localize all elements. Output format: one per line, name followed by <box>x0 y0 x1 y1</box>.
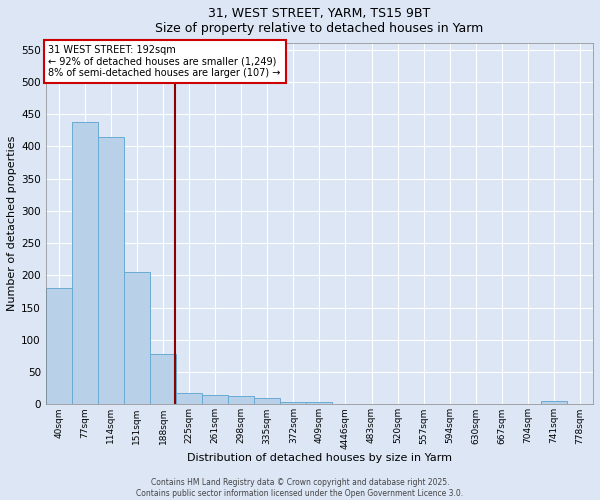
Bar <box>307 402 332 404</box>
Bar <box>176 392 202 404</box>
X-axis label: Distribution of detached houses by size in Yarm: Distribution of detached houses by size … <box>187 453 452 463</box>
Bar <box>72 122 98 405</box>
Bar <box>280 402 307 404</box>
Bar <box>541 401 567 404</box>
Bar <box>202 394 228 404</box>
Title: 31, WEST STREET, YARM, TS15 9BT
Size of property relative to detached houses in : 31, WEST STREET, YARM, TS15 9BT Size of … <box>155 7 484 35</box>
Bar <box>46 288 72 405</box>
Bar <box>150 354 176 405</box>
Bar <box>124 272 150 404</box>
Y-axis label: Number of detached properties: Number of detached properties <box>7 136 17 312</box>
Bar <box>254 398 280 404</box>
Text: 31 WEST STREET: 192sqm
← 92% of detached houses are smaller (1,249)
8% of semi-d: 31 WEST STREET: 192sqm ← 92% of detached… <box>49 45 281 78</box>
Bar <box>98 136 124 404</box>
Text: Contains HM Land Registry data © Crown copyright and database right 2025.
Contai: Contains HM Land Registry data © Crown c… <box>136 478 464 498</box>
Bar <box>228 396 254 404</box>
